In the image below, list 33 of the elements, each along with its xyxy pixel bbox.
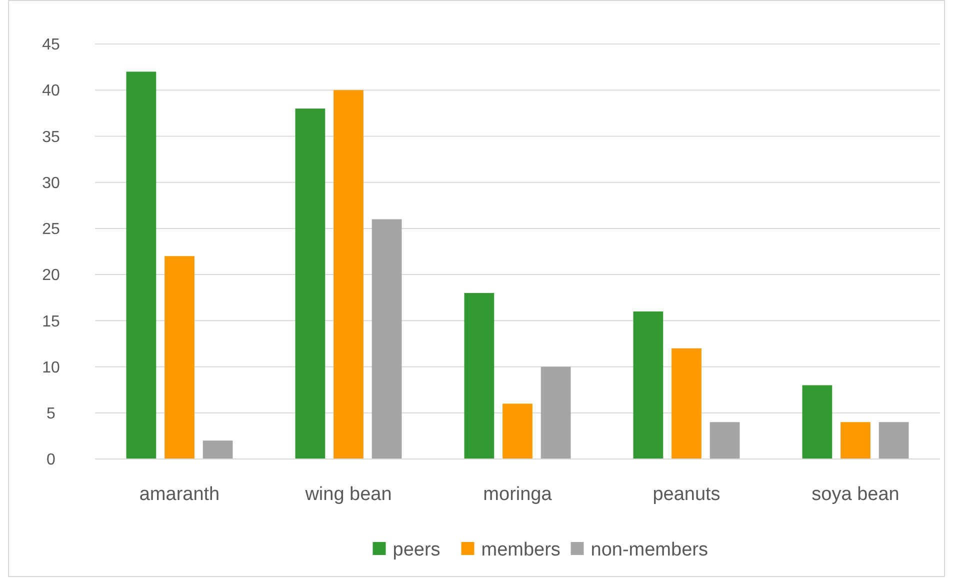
y-tick-label: 45 (42, 36, 60, 54)
bar (372, 219, 402, 459)
bar (633, 311, 664, 459)
x-tick-label: soya bean (812, 484, 900, 505)
bar (802, 385, 832, 459)
bar (840, 422, 870, 459)
bar (334, 90, 364, 459)
y-tick-label: 20 (42, 267, 60, 284)
bar (710, 422, 740, 459)
legend-label: members (481, 540, 560, 561)
bar (202, 440, 233, 459)
bar (878, 422, 909, 459)
y-tick-label: 0 (46, 452, 56, 469)
x-tick-label: amaranth (139, 484, 220, 505)
bar (295, 108, 326, 459)
bar (672, 348, 702, 459)
y-tick-label: 10 (42, 359, 60, 376)
bar (502, 404, 532, 459)
bar (464, 293, 494, 459)
y-tick-label: 40 (42, 82, 60, 100)
y-tick-label: 35 (42, 128, 60, 146)
bar (126, 72, 156, 459)
x-tick-label: wing bean (304, 484, 392, 505)
bar (540, 366, 571, 459)
x-tick-label: moringa (483, 484, 552, 505)
y-tick-label: 5 (46, 405, 56, 422)
legend-label: peers (392, 540, 440, 561)
y-tick-label: 15 (42, 313, 60, 330)
bar (164, 256, 194, 459)
y-tick-label: 30 (42, 174, 60, 192)
legend-label: non-members (590, 540, 708, 561)
x-tick-label: peanuts (652, 484, 720, 505)
y-tick-label: 25 (42, 221, 60, 238)
